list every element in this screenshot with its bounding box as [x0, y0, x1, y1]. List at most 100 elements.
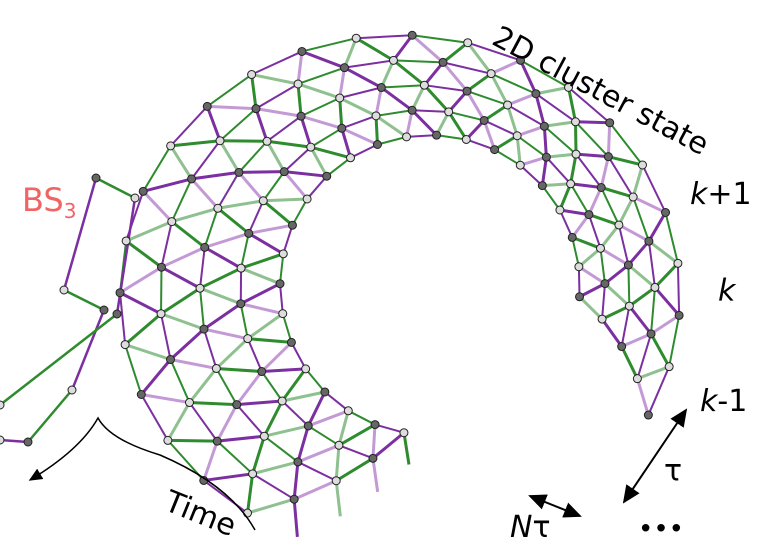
edge — [0, 314, 117, 405]
node — [113, 310, 121, 318]
node — [371, 421, 379, 429]
edge — [264, 436, 298, 462]
edge — [217, 405, 237, 442]
edge — [340, 88, 382, 98]
title: 2D cluster state — [487, 19, 715, 162]
edge — [619, 197, 633, 225]
node — [260, 432, 268, 440]
edge — [571, 184, 589, 215]
edge — [28, 390, 72, 442]
node — [244, 335, 252, 343]
edge — [192, 172, 239, 178]
edge — [375, 425, 404, 433]
edge — [283, 314, 292, 343]
edge — [424, 85, 448, 112]
edge — [207, 106, 256, 108]
edge — [262, 369, 306, 372]
edge — [308, 426, 339, 445]
edge — [336, 458, 373, 480]
node — [116, 289, 124, 297]
edge — [252, 75, 256, 109]
edge — [205, 233, 249, 247]
edge — [306, 369, 325, 392]
edge — [72, 310, 104, 390]
edge — [217, 436, 264, 441]
edge — [301, 116, 311, 147]
k-plus-suffix: +1 — [707, 177, 751, 212]
edge — [407, 135, 437, 137]
edge — [217, 441, 252, 474]
edge — [344, 38, 356, 67]
edge — [336, 481, 340, 517]
edge — [601, 157, 608, 188]
node — [576, 293, 584, 301]
edge — [628, 241, 648, 265]
edge — [437, 135, 467, 139]
node — [369, 454, 377, 462]
k-minus-suffix: -1 — [717, 384, 747, 419]
edge — [311, 128, 342, 147]
edge — [207, 106, 220, 140]
node — [408, 106, 416, 114]
edge — [200, 247, 205, 288]
edge — [298, 51, 302, 84]
edge — [64, 178, 96, 290]
time-label: Time — [159, 484, 241, 544]
edge — [298, 84, 340, 98]
node — [532, 90, 540, 98]
edge — [280, 284, 283, 314]
edge — [508, 94, 536, 105]
node — [188, 175, 196, 183]
edge — [327, 158, 351, 176]
node — [279, 250, 287, 258]
edge — [253, 474, 295, 499]
edge — [205, 247, 241, 268]
node — [340, 64, 348, 72]
edge — [239, 172, 284, 173]
edge — [284, 147, 311, 171]
edge — [608, 123, 609, 157]
edge — [283, 225, 292, 254]
edge — [629, 306, 651, 334]
node — [352, 34, 360, 42]
node — [249, 470, 257, 478]
node — [575, 263, 583, 271]
edge — [602, 319, 622, 346]
node — [572, 150, 580, 158]
node — [298, 47, 306, 55]
edge — [204, 329, 248, 339]
edge — [171, 106, 208, 145]
edge — [356, 38, 393, 60]
edge — [96, 178, 135, 198]
node — [290, 495, 298, 503]
edge — [393, 35, 412, 60]
edge — [340, 98, 342, 128]
edge — [125, 345, 170, 360]
node — [201, 243, 209, 251]
edge — [220, 141, 239, 173]
edge — [263, 172, 284, 201]
node — [323, 172, 331, 180]
edge — [256, 84, 298, 109]
edge — [218, 208, 249, 233]
node — [244, 509, 252, 517]
node — [538, 182, 546, 190]
edge — [351, 144, 378, 157]
edge — [200, 288, 241, 304]
node — [168, 218, 176, 226]
edge — [284, 172, 307, 199]
edge — [248, 339, 262, 372]
edge — [339, 445, 373, 458]
edge — [171, 141, 220, 146]
node — [131, 194, 139, 202]
node — [235, 168, 243, 176]
edge — [373, 458, 378, 492]
edge — [393, 60, 424, 85]
node — [200, 325, 208, 333]
node — [480, 116, 488, 124]
edge — [249, 225, 293, 233]
edge — [576, 122, 609, 157]
edge — [342, 116, 376, 128]
node — [214, 204, 222, 212]
node — [344, 407, 352, 415]
